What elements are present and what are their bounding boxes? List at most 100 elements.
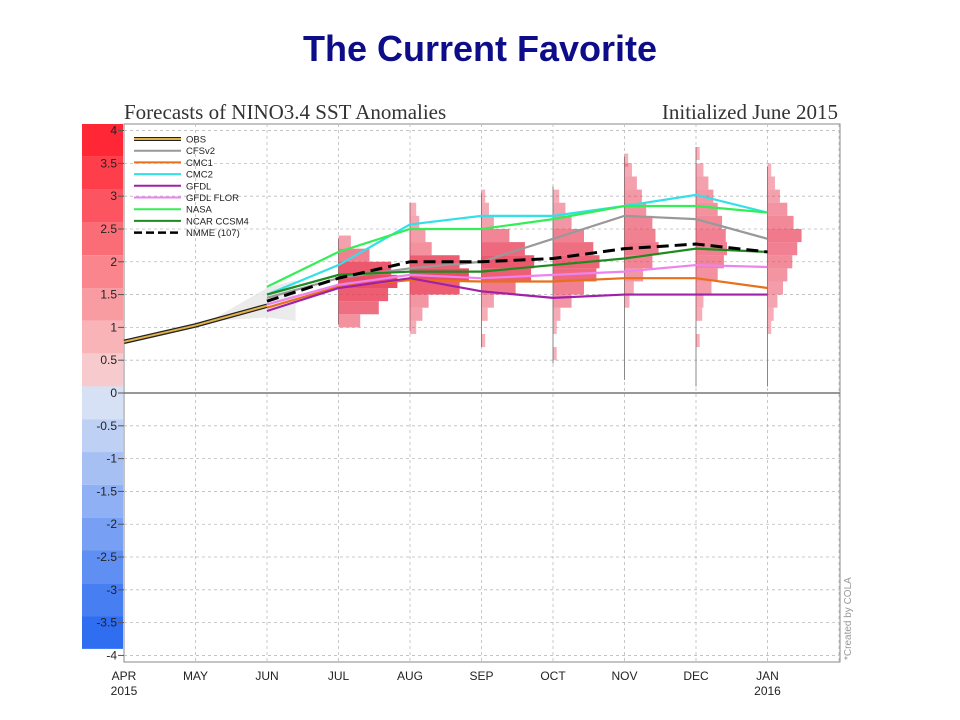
colorbar-band: [82, 320, 123, 354]
spread-hist-bar: [553, 189, 560, 203]
anomaly-colorbar: [82, 124, 123, 649]
spread-hist-bar: [481, 307, 488, 321]
spread-hist-bar: [767, 215, 794, 229]
legend-label-gfdl: GFDL: [186, 181, 211, 192]
colorbar-band: [82, 288, 123, 321]
spread-hist-bar: [338, 261, 392, 275]
colorbar-band: [82, 484, 123, 518]
nmme-107--line: [266, 242, 768, 303]
spread-hist-bar: [696, 163, 704, 177]
colorbar-band: [82, 189, 123, 223]
spread-hist-bar: [481, 215, 494, 229]
y-tick-label: 3.5: [100, 156, 117, 170]
spread-hist-bar: [624, 228, 656, 243]
y-tick-label: -3.5: [96, 616, 117, 630]
spread-hist-bar: [624, 163, 632, 177]
chart-subtitle: Initialized June 2015: [662, 100, 838, 124]
spread-hist-bar: [767, 176, 775, 190]
spread-hist-bar: [410, 242, 432, 256]
x-tick-label: JUL: [328, 669, 350, 683]
spread-hist-bar: [624, 189, 642, 203]
spread-hist-bar: [410, 215, 420, 229]
legend-label-cfsv2: CFSv2: [186, 146, 215, 157]
spread-hist-bar: [481, 202, 489, 216]
spread-hist-bar: [553, 281, 584, 295]
colorbar-band: [82, 517, 123, 551]
y-tick-labels: 4 3.5 3 2.5 2 1.5 1 0.5 0 -0.5 -1 -1.5 -2 -2.5 -3 -3.5 -…: [96, 124, 124, 662]
x-tick-label: SEP: [469, 669, 493, 683]
slide-title: The Current Favorite: [302, 28, 658, 69]
x-tick-label: AUG: [397, 669, 423, 683]
legend-label-ncar-ccsm4: NCAR CCSM4: [186, 216, 249, 227]
gfdl-flor-line: [266, 263, 768, 306]
chart-title: Forecasts of NINO3.4 SST Anomalies: [124, 100, 446, 124]
colorbar-band: [82, 156, 123, 190]
model-lines: [123, 193, 768, 345]
spread-hist-bar: [624, 176, 637, 190]
y-tick-label: 2.5: [100, 222, 117, 236]
x-tick-label: JAN: [756, 669, 779, 683]
colorbar-band: [82, 583, 123, 617]
spread-hist-bar: [410, 320, 417, 334]
cfsv2-line: [266, 214, 768, 299]
colorbar-band: [82, 255, 123, 289]
legend-label-cmc2: CMC2: [186, 170, 213, 181]
y-tick-label: -1.5: [96, 484, 117, 498]
spread-hist-bar: [481, 242, 525, 256]
colorbar-band: [82, 616, 123, 649]
legend-label-cmc1: CMC1: [186, 158, 213, 169]
y-tick-label: 1.5: [100, 288, 117, 302]
legend-label-nasa: NASA: [186, 205, 213, 216]
x-tick-label: OCT: [540, 669, 566, 683]
ncar-ccsm4-line: [266, 247, 768, 296]
spread-hist-bar: [624, 153, 629, 167]
y-tick-label: 3: [110, 189, 117, 203]
spread-hist-bar: [410, 294, 429, 308]
spread-hist-bar: [553, 347, 557, 361]
y-tick-label: 2: [110, 255, 117, 269]
x-tick-year-label: 2016: [754, 684, 781, 698]
spread-hist-bar: [696, 333, 700, 348]
colorbar-band: [82, 124, 123, 157]
spread-hist-bar: [767, 320, 772, 334]
spread-hist-bar: [410, 307, 423, 321]
colorbar-band: [82, 353, 123, 387]
legend-label-gfdl-flor: GFDL FLOR: [186, 193, 239, 204]
y-tick-label: 0: [110, 386, 117, 400]
gfdl-line: [266, 277, 768, 313]
nasa-line: [266, 204, 768, 288]
y-tick-label: 1: [110, 320, 117, 334]
spread-hist-bar: [410, 202, 417, 216]
initial-spread-plume: [209, 280, 296, 321]
spread-hist-bar: [481, 228, 510, 243]
spread-hist-bar: [696, 146, 700, 161]
spread-hist-bar: [767, 268, 788, 282]
spread-hist-bar: [767, 163, 772, 177]
spread-hist-bar: [338, 301, 379, 315]
x-tick-label: NOV: [611, 669, 637, 683]
spread-hist-bar: [767, 242, 798, 256]
spread-hist-bar: [767, 255, 793, 269]
x-tick-label: DEC: [683, 669, 709, 683]
colorbar-band: [82, 222, 123, 256]
obs-line: [123, 304, 268, 343]
spread-hist-bar: [696, 202, 718, 216]
cmc2-line: [266, 193, 768, 296]
colorbar-band: [82, 550, 123, 584]
legend-label-nmme-107-: NMME (107): [186, 228, 240, 239]
spread-hist-bar: [481, 294, 494, 308]
spread-hist-bar: [553, 320, 557, 334]
spread-hist-bar: [553, 202, 566, 216]
spread-hist-bar: [767, 228, 802, 243]
spread-hist-bar: [481, 189, 486, 203]
spread-hist-bar: [624, 281, 634, 295]
spread-hist-bar: [767, 281, 783, 295]
spread-hist-bar: [481, 333, 486, 348]
spread-hist-bar: [696, 307, 703, 321]
spread-hist-bar: [696, 176, 709, 190]
spread-hist-bar: [410, 228, 426, 243]
credit-label: *Created by COLA: [843, 577, 854, 660]
spread-hist-bar: [624, 215, 653, 229]
